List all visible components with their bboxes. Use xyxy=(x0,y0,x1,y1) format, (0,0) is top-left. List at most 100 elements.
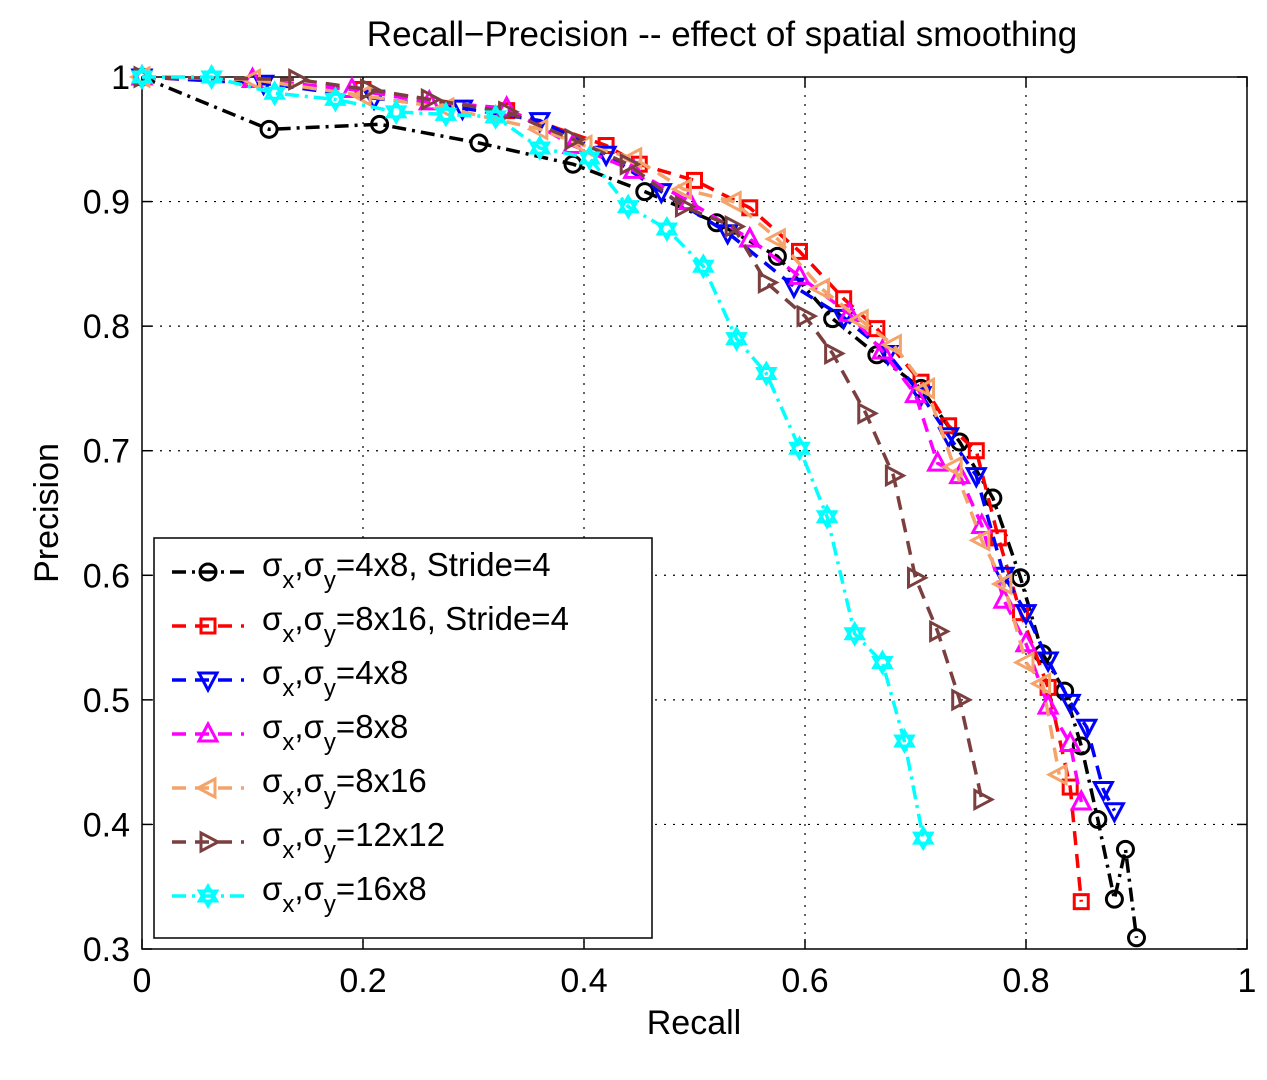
data-point xyxy=(989,529,1007,547)
legend-text-part: σ xyxy=(262,816,282,853)
series-line xyxy=(141,75,1139,939)
data-point xyxy=(1045,763,1068,787)
y-axis-label: Precision xyxy=(28,443,66,583)
hexagram-part xyxy=(324,92,347,113)
legend-text-part: =4x8 xyxy=(336,654,408,691)
data-point xyxy=(764,227,786,251)
data-point xyxy=(360,77,382,101)
data-point xyxy=(787,263,811,285)
hexagram-part xyxy=(484,110,507,130)
legend-subscript: y xyxy=(324,783,336,810)
data-point xyxy=(1010,568,1030,588)
hexagram-part xyxy=(725,325,748,346)
legend-text-part: =8x16 xyxy=(336,762,427,799)
legend-marker xyxy=(199,617,217,635)
grid xyxy=(142,77,1247,949)
hexagram-part xyxy=(578,144,601,165)
legend-text-part: σ xyxy=(262,600,282,637)
hexagram-part xyxy=(755,367,778,387)
legend-items: σx,σy=4x8, Stride=4σx,σy=8x16, Stride=4σ… xyxy=(172,546,569,918)
data-point xyxy=(495,94,519,117)
legend-subscript: y xyxy=(324,621,336,648)
legend-subscript: y xyxy=(324,729,336,756)
legend-box xyxy=(153,537,653,939)
legend-text-part: ,σ xyxy=(294,762,324,799)
legend-label: σx,σy=8x8 xyxy=(262,708,408,756)
data-point xyxy=(692,253,715,280)
chart-title: Recall−Precision -- effect of spatial sm… xyxy=(367,15,1077,54)
x-axis-label: Recall xyxy=(647,1004,741,1042)
hexagram-part xyxy=(815,503,839,524)
hexagram-part xyxy=(200,70,223,91)
hexagram-part xyxy=(893,727,916,748)
hexagram-part xyxy=(655,222,679,243)
data-point xyxy=(884,464,907,488)
legend-label: σx,σy=12x12 xyxy=(262,816,445,864)
data-point xyxy=(324,86,347,113)
data-point xyxy=(824,342,846,366)
legend-marker xyxy=(196,671,220,694)
legend-item: σx,σy=4x8, Stride=4 xyxy=(172,546,551,594)
hexagram-part xyxy=(655,215,679,236)
series-7 xyxy=(130,63,935,852)
hexagram-part xyxy=(871,649,894,669)
data-point xyxy=(564,127,587,151)
data-point xyxy=(912,825,935,852)
y-tick-label: 0.4 xyxy=(83,806,130,844)
hexagram-part xyxy=(130,64,154,84)
hexagram-part xyxy=(843,620,867,641)
data-point xyxy=(725,325,748,352)
data-point xyxy=(384,98,408,125)
data-point xyxy=(1069,788,1093,811)
data-point xyxy=(857,401,879,425)
y-tick-label: 0.7 xyxy=(83,433,130,471)
data-point xyxy=(1091,781,1115,803)
x-tick-label: 1 xyxy=(1238,962,1257,1000)
data-point xyxy=(1061,778,1079,796)
data-point xyxy=(796,304,819,328)
hexagram-part xyxy=(616,200,640,220)
legend-text-part: ,σ xyxy=(294,546,324,583)
data-point xyxy=(868,320,886,338)
y-tick-label: 0.5 xyxy=(83,682,130,720)
hexagram-part xyxy=(484,103,507,124)
hexagram-part xyxy=(755,360,778,380)
legend-text-part: ,σ xyxy=(294,708,324,745)
legend-label: σx,σy=4x8, Stride=4 xyxy=(262,546,551,594)
legend-subscript: y xyxy=(324,891,336,918)
data-point xyxy=(469,133,489,153)
legend-text-part: σ xyxy=(262,654,282,691)
data-point xyxy=(616,193,640,220)
legend-label: σx,σy=8x16 xyxy=(262,762,427,810)
data-point xyxy=(907,566,929,590)
legend-label: σx,σy=8x16, Stride=4 xyxy=(262,600,569,648)
data-point xyxy=(757,271,780,295)
legend-text-part: =16x8 xyxy=(336,870,427,907)
data-point xyxy=(1115,839,1135,859)
data-point xyxy=(434,101,458,128)
legend-subscript: x xyxy=(282,729,294,756)
data-point xyxy=(973,788,996,812)
data-point xyxy=(893,727,916,755)
legend-item: σx,σy=4x8 xyxy=(172,654,408,702)
data-point xyxy=(929,619,951,643)
series-line xyxy=(141,75,984,800)
legend-text-part: ,σ xyxy=(294,600,324,637)
hexagram-part xyxy=(263,80,286,100)
hexagram-part xyxy=(434,101,458,121)
hexagram-part xyxy=(912,825,935,845)
data-point xyxy=(130,64,154,90)
hexagram-part xyxy=(384,98,408,119)
data-point xyxy=(968,528,991,552)
hexagram-part xyxy=(692,253,715,273)
data-point xyxy=(724,214,747,238)
legend-subscript: x xyxy=(282,675,294,702)
data-point xyxy=(1072,893,1090,911)
legend-label: σx,σy=4x8 xyxy=(262,654,408,702)
hexagram-part xyxy=(871,656,894,676)
hexagram-part xyxy=(200,63,223,84)
hexagram-part xyxy=(196,889,220,909)
data-point xyxy=(990,572,1013,596)
legend-text-part: =8x16, Stride=4 xyxy=(336,600,569,637)
